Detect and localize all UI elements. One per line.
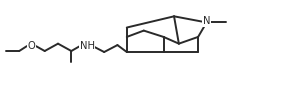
Text: N: N [203, 16, 210, 26]
Text: NH: NH [80, 41, 95, 51]
Text: O: O [27, 41, 35, 51]
